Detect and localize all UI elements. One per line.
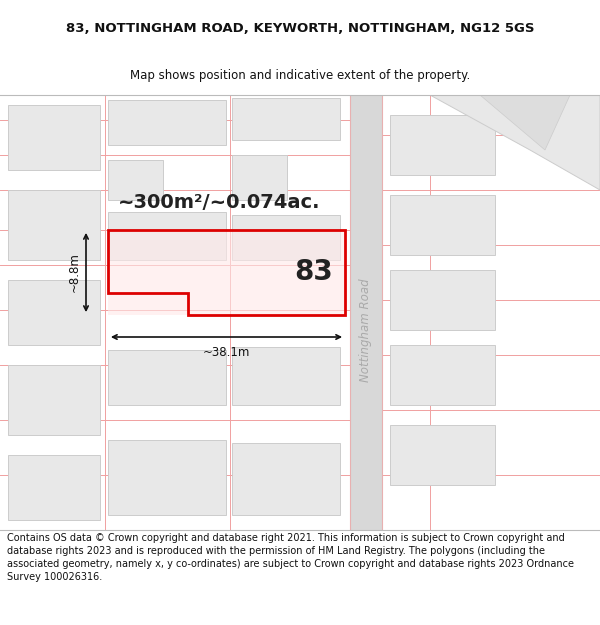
Text: Nottingham Road: Nottingham Road xyxy=(359,278,373,382)
Bar xyxy=(232,443,340,515)
Bar xyxy=(108,160,163,200)
Polygon shape xyxy=(430,95,600,190)
Bar xyxy=(8,105,100,170)
Bar xyxy=(390,425,495,485)
Text: ~300m²/~0.074ac.: ~300m²/~0.074ac. xyxy=(118,192,320,211)
Bar xyxy=(108,350,226,405)
Bar xyxy=(390,115,495,175)
Bar xyxy=(108,100,226,145)
Bar xyxy=(8,190,100,260)
Bar xyxy=(350,95,382,530)
Bar xyxy=(8,455,100,520)
Bar xyxy=(232,215,340,260)
Text: Map shows position and indicative extent of the property.: Map shows position and indicative extent… xyxy=(130,69,470,82)
Text: 83: 83 xyxy=(294,259,333,286)
Bar xyxy=(390,270,495,330)
Bar xyxy=(108,440,226,515)
Polygon shape xyxy=(480,95,570,150)
Bar xyxy=(390,345,495,405)
Bar xyxy=(232,347,340,405)
Text: ~8.8m: ~8.8m xyxy=(68,253,81,292)
Bar xyxy=(232,98,340,140)
Bar xyxy=(390,195,495,255)
Text: ~38.1m: ~38.1m xyxy=(203,346,250,359)
Bar xyxy=(108,212,226,260)
Bar xyxy=(108,230,345,315)
Text: 83, NOTTINGHAM ROAD, KEYWORTH, NOTTINGHAM, NG12 5GS: 83, NOTTINGHAM ROAD, KEYWORTH, NOTTINGHA… xyxy=(66,22,534,35)
Bar xyxy=(232,155,287,200)
Bar xyxy=(8,365,100,435)
Bar xyxy=(8,280,100,345)
Text: Contains OS data © Crown copyright and database right 2021. This information is : Contains OS data © Crown copyright and d… xyxy=(7,533,574,582)
